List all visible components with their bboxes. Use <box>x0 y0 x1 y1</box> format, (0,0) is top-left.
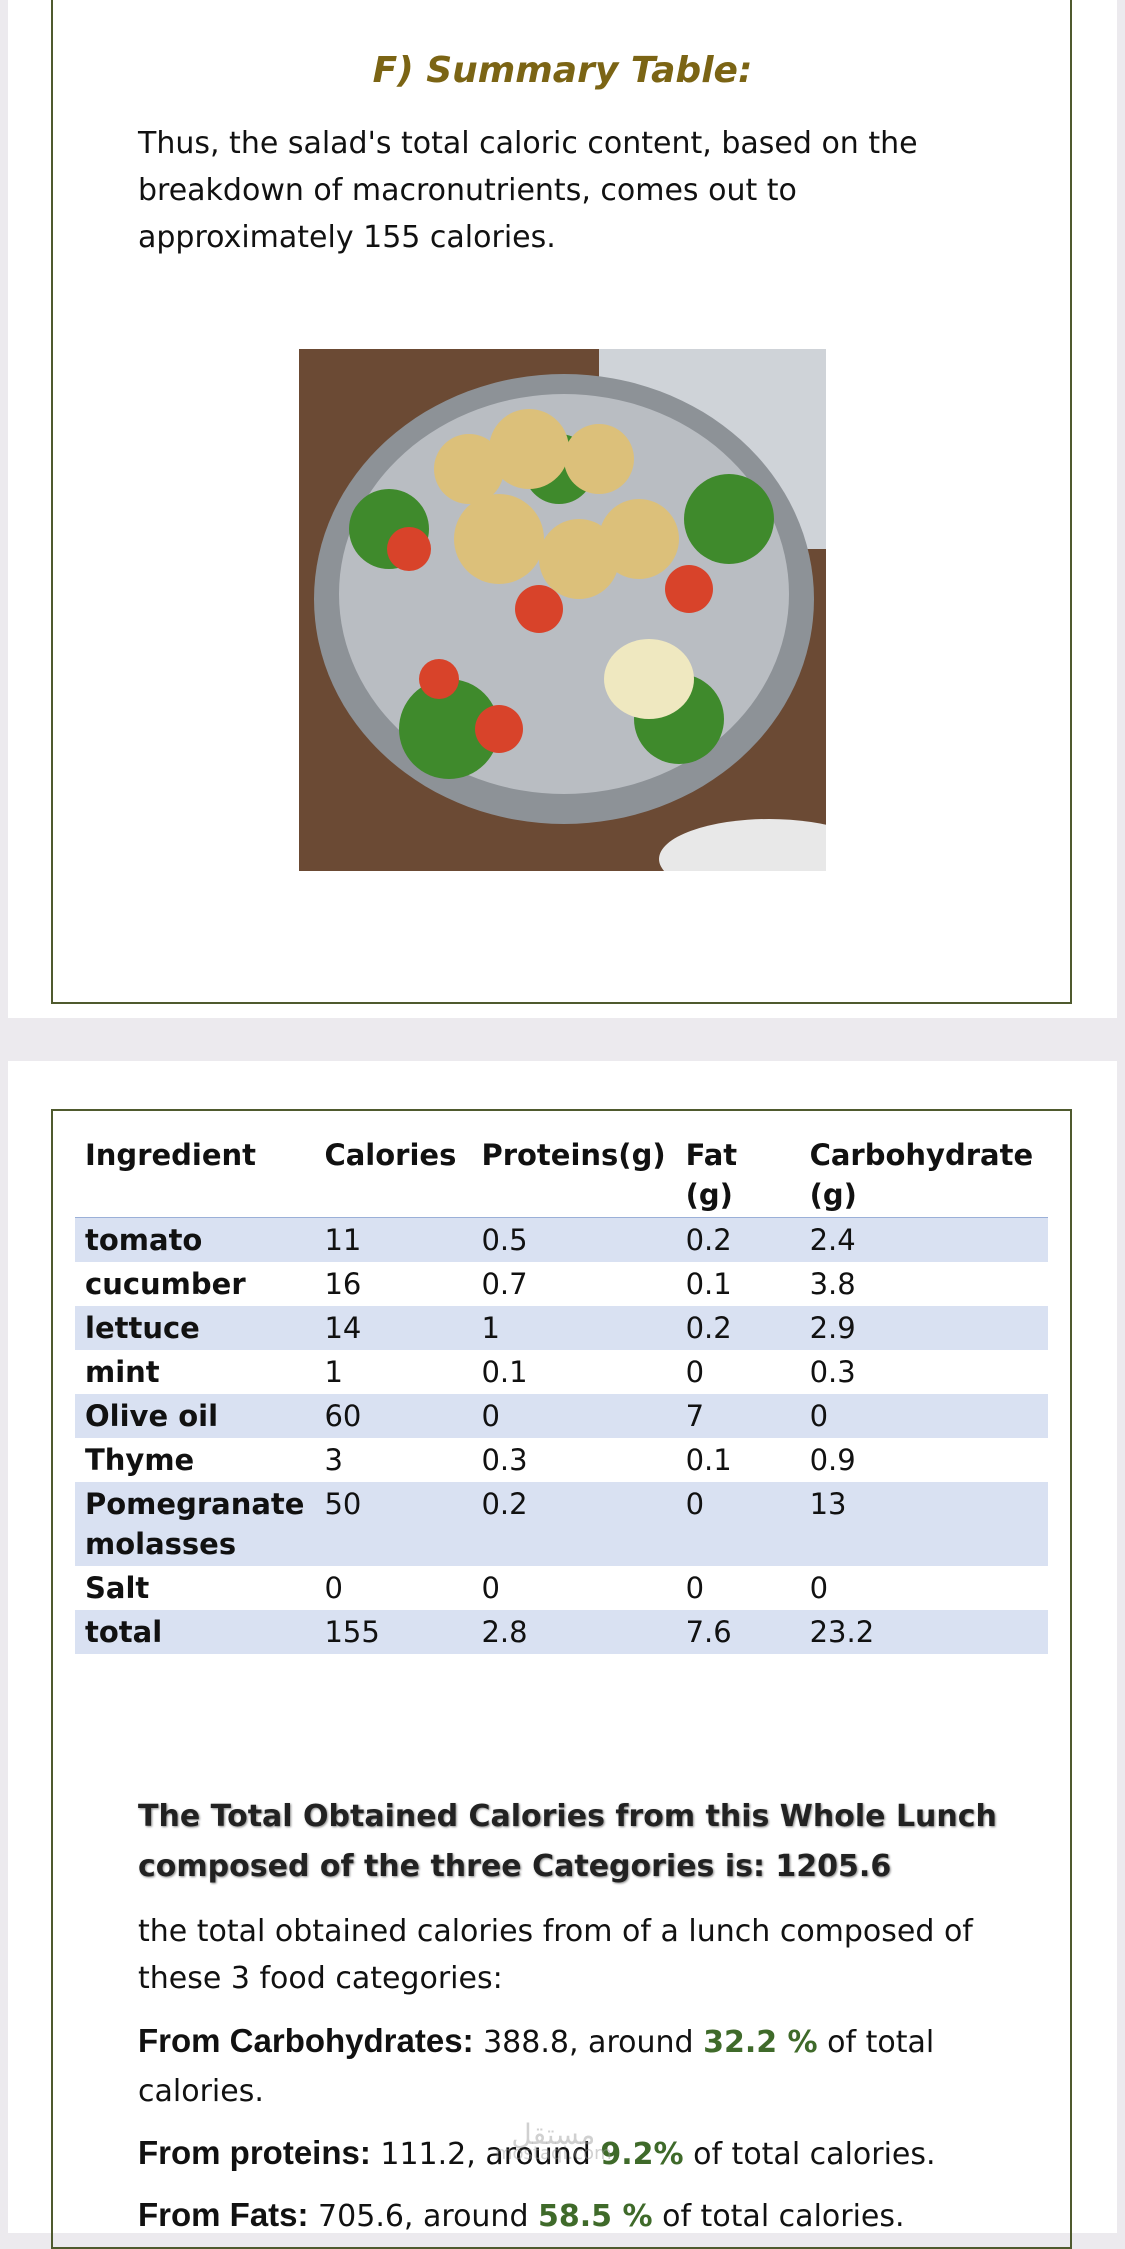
table-cell: 0.1 <box>685 1267 732 1301</box>
macro-label: From Carbohydrates: <box>138 2022 474 2059</box>
table-row: lettuce 14 1 0.2 2.9 <box>75 1306 1048 1350</box>
table-cell: 0.5 <box>471 1217 676 1262</box>
table-cell: 0 <box>324 1571 343 1605</box>
table-cell: 1 <box>324 1355 343 1389</box>
macro-tail: of total calories. <box>138 2025 935 2109</box>
summary-heading: The Total Obtained Calories from this Wh… <box>138 1792 997 1892</box>
table-cell: 0 <box>799 1394 1048 1438</box>
table-cell: 2.4 <box>799 1217 1048 1262</box>
table-cell: mint <box>85 1355 160 1389</box>
table-cell: 1 <box>471 1306 676 1350</box>
table-cell: 7.6 <box>675 1610 800 1654</box>
table-cell: 0 <box>685 1355 705 1389</box>
macro-line: From Fats: 705.6, around 58.5 % of total… <box>138 2190 998 2241</box>
table-cell: total <box>75 1610 315 1654</box>
frame <box>51 0 1072 1004</box>
header-cell: Proteins(g) <box>471 1133 676 1218</box>
header-cell: Calories <box>314 1133 472 1218</box>
table-cell: 0.2 <box>471 1482 676 1566</box>
header-cell: Ingredient <box>75 1133 315 1218</box>
macro-label: From proteins: <box>138 2134 371 2171</box>
macro-percent: 58.5 % <box>538 2199 653 2234</box>
header-cell: Fat (g) <box>675 1133 800 1218</box>
table-cell: 23.2 <box>799 1610 1048 1654</box>
table-cell: Olive oil <box>75 1394 315 1438</box>
line: approximately 155 calories. <box>138 220 556 255</box>
macro-tail: of total calories. <box>683 2137 936 2172</box>
table-cell: 7 <box>675 1394 800 1438</box>
table-cell: 0 <box>685 1571 705 1605</box>
table-row: Thyme 3 0.3 0.1 0.9 <box>75 1438 1048 1482</box>
macro-line: From proteins: 111.2, around 9.2% of tot… <box>138 2128 998 2179</box>
intro: the total obtained calories from of a lu… <box>138 1908 973 2002</box>
table-cell: 0.9 <box>809 1443 856 1477</box>
header-row: Ingredient Calories Proteins(g) Fat (g) Carb… <box>75 1133 1048 1218</box>
table-cell: 0 <box>481 1571 500 1605</box>
table-row: Salt 0 0 0 0 <box>75 1566 1048 1610</box>
macro-value: 111.2, around <box>370 2137 601 2172</box>
table-cell: 60 <box>314 1394 472 1438</box>
table-cell: Salt <box>85 1571 150 1605</box>
table-cell: 0 <box>675 1482 800 1566</box>
table-cell: 11 <box>314 1217 472 1262</box>
table-cell: 155 <box>314 1610 472 1654</box>
line: these 3 food categories: <box>138 1961 503 1996</box>
nutrition-table: Ingredient Calories Proteins(g) Fat (g) Carb… <box>75 1133 1048 1654</box>
table-row: Olive oil 60 0 7 0 <box>75 1394 1048 1438</box>
watermark-latin: mostaqi.com <box>495 2143 612 2164</box>
paragraph: Thus, the salad's total caloric content,… <box>138 120 918 261</box>
macro-tail: of total calories. <box>652 2199 905 2234</box>
line: Thus, the salad's total caloric content,… <box>138 126 918 161</box>
table-cell: 0.1 <box>685 1443 732 1477</box>
table-row: total 155 2.8 7.6 23.2 <box>75 1610 1048 1654</box>
macro-percent: 9.2% <box>600 2137 684 2172</box>
table-cell: 3 <box>324 1443 343 1477</box>
table-cell: 13 <box>799 1482 1048 1566</box>
table-cell: 14 <box>314 1306 472 1350</box>
watermark-arabic: مستقل <box>511 2118 596 2151</box>
table-cell: 0.1 <box>481 1355 528 1389</box>
macro-value: 388.8, around <box>473 2025 704 2060</box>
table-cell: tomato <box>75 1217 315 1262</box>
section-title: F) Summary Table: <box>372 50 753 91</box>
table-cell: 0.3 <box>809 1355 856 1389</box>
header-cell: Carbohydrate (g) <box>799 1133 1048 1218</box>
line: The Total Obtained Calories from this Wh… <box>138 1799 997 1834</box>
table-cell: 2.9 <box>799 1306 1048 1350</box>
table-cell: Pomegranate molasses <box>75 1482 315 1566</box>
line: breakdown of macronutrients, comes out t… <box>138 173 797 208</box>
line: the total obtained calories from of a lu… <box>138 1914 973 1949</box>
table-cell: Thyme <box>85 1443 195 1477</box>
table-cell: cucumber <box>85 1267 246 1301</box>
macro-label: From Fats: <box>138 2196 309 2233</box>
table-cell: 50 <box>314 1482 472 1566</box>
table-cell: 0.3 <box>481 1443 528 1477</box>
line: composed of the three Categories is: 120… <box>138 1849 892 1884</box>
table-cell: 2.8 <box>471 1610 676 1654</box>
macro-percent: 32.2 % <box>703 2025 818 2060</box>
table-cell: 0 <box>471 1394 676 1438</box>
table-row: Pomegranate molasses 50 0.2 0 13 <box>75 1482 1048 1566</box>
macro-line: From Carbohydrates: 388.8, around 32.2 %… <box>138 2016 998 2116</box>
table-cell: 0.2 <box>675 1217 800 1262</box>
table-cell: 3.8 <box>809 1267 856 1301</box>
watermark: مستقل mostaqi.com <box>495 2118 612 2164</box>
salad-photo <box>299 349 826 871</box>
table-cell: 0 <box>809 1571 829 1605</box>
table-row: tomato 11 0.5 0.2 2.4 <box>75 1217 1048 1262</box>
table-cell: 16 <box>324 1267 362 1301</box>
table-cell: 0.2 <box>675 1306 800 1350</box>
table-cell: lettuce <box>75 1306 315 1350</box>
table-row: mint 1 0.1 0 0.3 <box>75 1350 1048 1394</box>
macro-value: 705.6, around <box>308 2199 539 2234</box>
table-row: cucumber 16 0.7 0.1 3.8 <box>75 1262 1048 1306</box>
table-cell: 0.7 <box>481 1267 528 1301</box>
